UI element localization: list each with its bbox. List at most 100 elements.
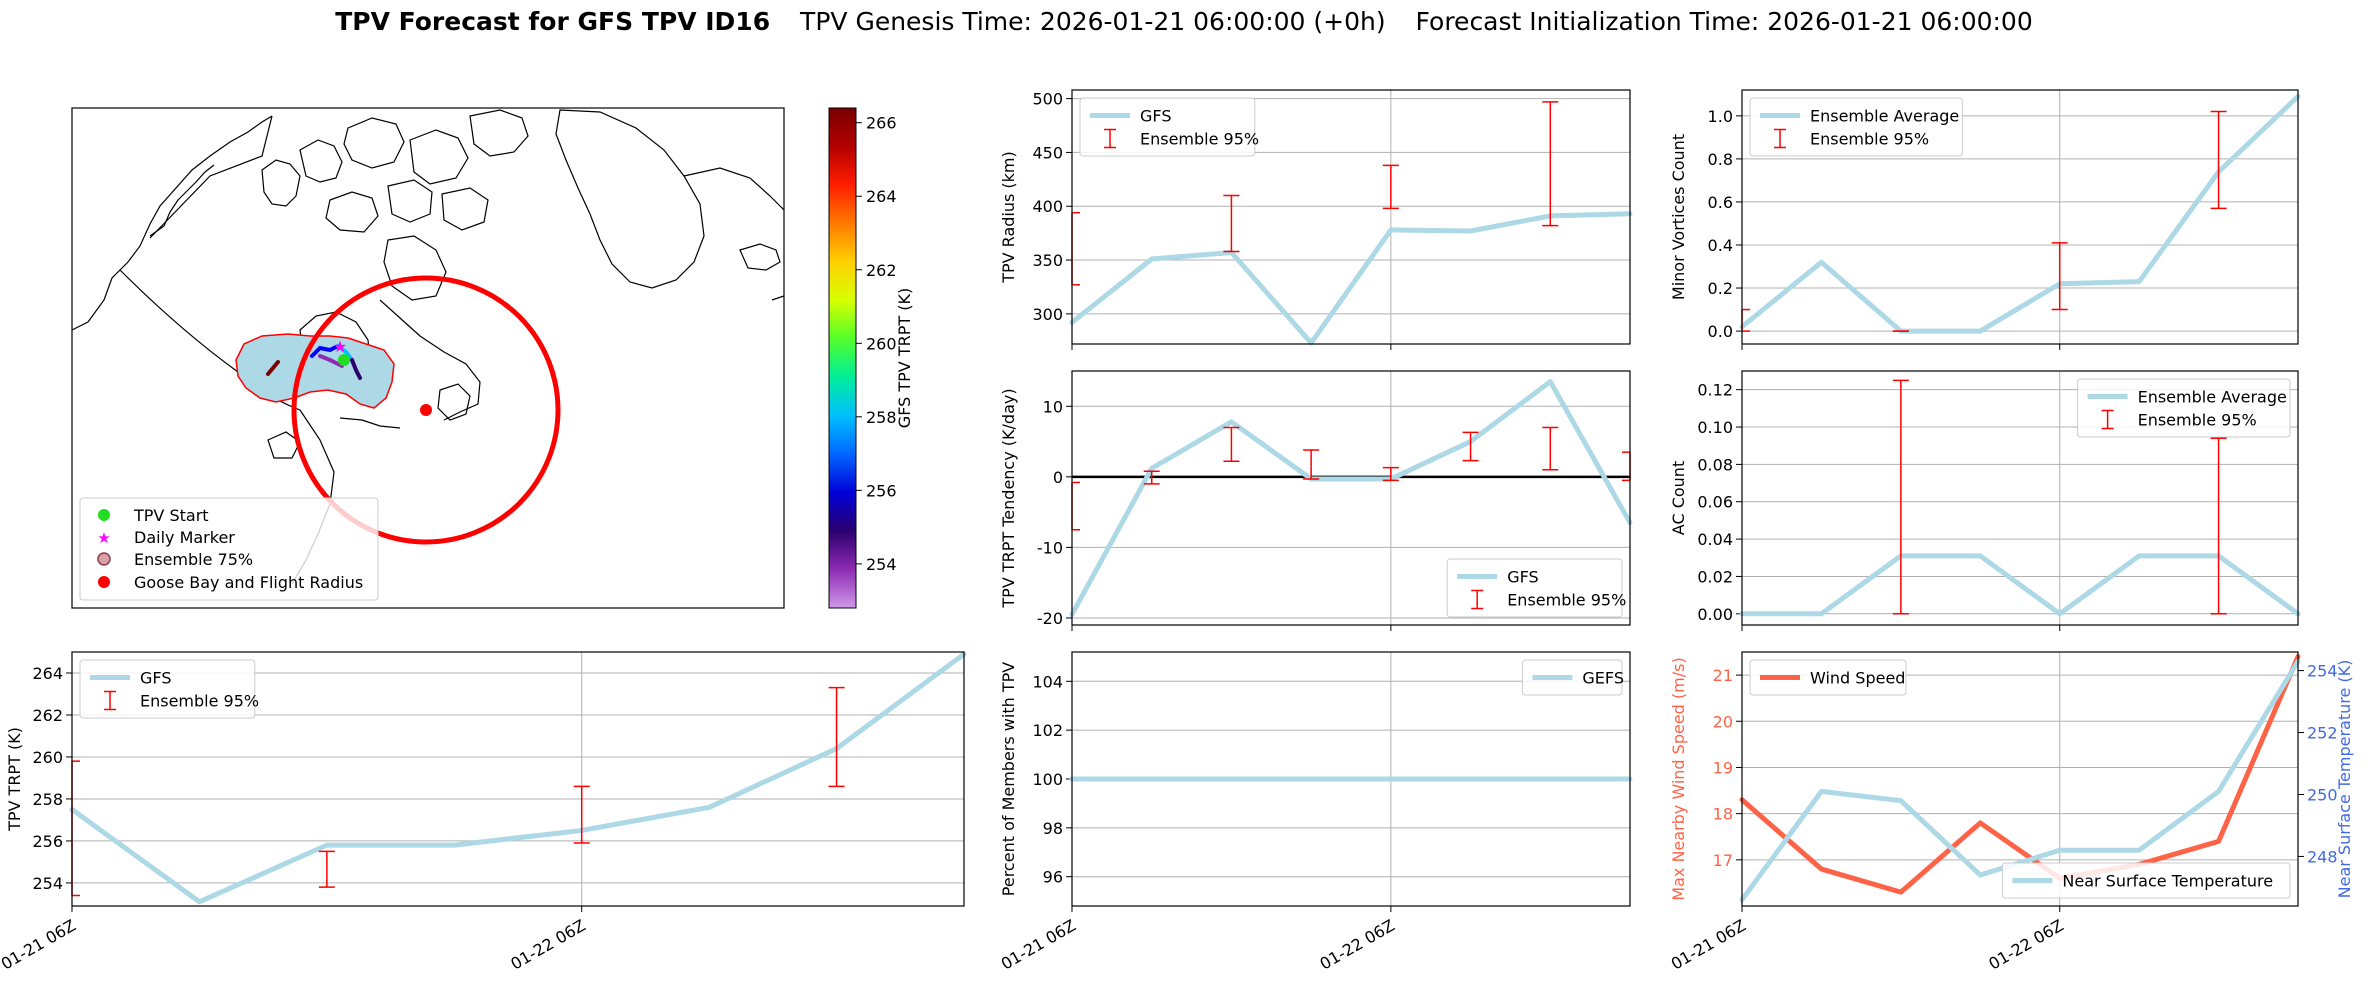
labrador-coast	[379, 299, 481, 421]
figure-title: TPV Forecast for GFS TPV ID16 TPV Genesi…	[335, 7, 2033, 36]
xtick-label: 01-22 06Z	[507, 916, 588, 974]
series-line-gfs	[1069, 211, 1633, 346]
colorbar-tick-label: 266	[866, 114, 897, 133]
colorbar-tick-label: 254	[866, 555, 897, 574]
plot-frame	[71, 651, 965, 907]
legend: Wind Speed	[1749, 659, 1907, 696]
y-axis-label: Percent of Members with TPV	[999, 662, 1018, 896]
title-bold: TPV Forecast for GFS TPV ID16	[335, 7, 770, 36]
legend: Near Surface Temperature	[2001, 862, 2291, 899]
errorbar	[1542, 426, 1559, 471]
errorbar	[1542, 101, 1559, 227]
arctic-islands-8	[441, 187, 489, 231]
ytick-label: 1.0	[1708, 107, 1733, 126]
legend-tpv-start-icon	[98, 509, 110, 521]
ytick-label: 21	[1713, 666, 1733, 685]
colorbar-tick-label: 256	[866, 481, 897, 500]
ytick-label: 500	[1032, 90, 1063, 109]
errorbar	[1462, 431, 1479, 462]
legend: GFS Ensemble 95%	[79, 659, 259, 719]
chart-tendency: -20 -10 0 10 TPV TRPT Tendency (K/day) GFS Ens…	[999, 370, 1633, 631]
y-axis-label: AC Count	[1669, 461, 1688, 535]
ytick-label: 102	[1032, 721, 1063, 740]
tpv-start-marker	[338, 354, 350, 366]
chart-ac: 0.00 0.02 0.04 0.06 0.08 0.10 0.12 AC Count Ense…	[1669, 370, 2301, 631]
colorbar-fill	[828, 107, 857, 609]
legend-label: Ensemble Average	[1810, 107, 1959, 126]
flight-radius-circle	[291, 275, 561, 545]
map-frame	[71, 107, 785, 609]
plot-frame	[1741, 89, 2299, 345]
xtick-label: 01-21 06Z	[1668, 916, 1749, 974]
ytick-label: 0.2	[1708, 279, 1733, 298]
ytick-label: 262	[32, 706, 63, 725]
legend-box	[1079, 97, 1256, 157]
arctic-islands-6	[325, 191, 379, 233]
legend-box	[1749, 97, 1963, 157]
legend-label: Wind Speed	[1810, 669, 1905, 688]
ytick-label: 100	[1032, 770, 1063, 789]
title-init: Forecast Initialization Time: 2026-01-21…	[1416, 7, 2033, 36]
legend-label: Near Surface Temperature	[2062, 872, 2273, 891]
ytick-label: 104	[1032, 672, 1063, 691]
ytick-label: 0.4	[1708, 236, 1733, 255]
goose-bay-marker	[420, 404, 432, 416]
coastline-alaska	[149, 164, 215, 237]
legend-label: GFS	[1140, 107, 1171, 126]
ytick-label: 0	[1053, 468, 1063, 487]
y2tick-label: 254	[2307, 662, 2338, 681]
legend-label: Ensemble 95%	[140, 692, 259, 711]
errorbar	[318, 850, 335, 888]
map-legend-box	[79, 497, 379, 601]
legend-label: GFS	[140, 669, 171, 688]
ytick-label: 19	[1713, 758, 1733, 777]
series-line-wind-speed	[1739, 654, 2301, 895]
legend: GEFS	[1521, 659, 1624, 696]
ytick-label: 258	[32, 790, 63, 809]
legend-label: Ensemble 95%	[2138, 411, 2257, 430]
arctic-islands-7	[387, 179, 433, 223]
ytick-label: -10	[1037, 538, 1063, 557]
tpv-track	[266, 344, 362, 380]
legend-tpv-start-label: TPV Start	[133, 506, 209, 525]
title-genesis: TPV Genesis Time: 2026-01-21 06:00:00 (+…	[799, 7, 1386, 36]
charts: 300 350 400 450 500 TPV Radius (km) GFS Ensembl…	[0, 89, 2354, 974]
errorbar	[1382, 466, 1399, 482]
series-line-ensemble-average	[1739, 553, 2301, 617]
ytick-label: 400	[1032, 197, 1063, 216]
map-legend: TPV Start ★ Daily Marker Ensemble 75% Go…	[79, 497, 379, 601]
ensemble-75-region	[235, 333, 395, 409]
legend: Ensemble Average Ensemble 95%	[1749, 97, 1963, 157]
ytick-label: 0.06	[1697, 493, 1733, 512]
ytick-label: 0.02	[1697, 567, 1733, 586]
errorbar	[573, 785, 590, 844]
errorbar	[1892, 379, 1909, 615]
ytick-label: 10	[1043, 397, 1063, 416]
plot-frame	[1071, 370, 1631, 626]
legend: Ensemble Average Ensemble 95%	[2077, 378, 2291, 438]
plot-frame	[1071, 651, 1631, 907]
y-axis-label: Minor Vortices Count	[1669, 134, 1688, 300]
track-segment	[266, 360, 280, 376]
track-segment	[318, 354, 344, 368]
xtick-label: 01-21 06Z	[998, 916, 1079, 974]
ytick-label: 0.10	[1697, 418, 1733, 437]
dateline	[149, 115, 273, 239]
legend-goose-bay-label: Goose Bay and Flight Radius	[134, 573, 363, 592]
greenland	[555, 109, 705, 289]
y-axis-label: TPV TRPT Tendency (K/day)	[999, 388, 1018, 608]
ytick-label: 300	[1032, 305, 1063, 324]
y-axis-label: TPV TRPT (K)	[5, 727, 24, 832]
chart-percent: 96 98 100 102 104 01-21 06Z 01-22 06Z Percent o…	[998, 651, 1633, 974]
great-lakes	[267, 431, 301, 459]
legend-label: Ensemble 95%	[1810, 130, 1929, 149]
arctic-islands-4	[409, 129, 469, 185]
errorbar	[2051, 242, 2068, 311]
chart-wind: 17 18 19 20 21 01-21 06Z 01-22 06Z 248 250 252 254…	[1668, 651, 2354, 974]
arctic-islands	[261, 159, 301, 207]
plot-frame	[1071, 89, 1631, 345]
legend-daily-marker-icon: ★	[97, 529, 110, 547]
legend-label: Ensemble 95%	[1140, 130, 1259, 149]
errorbar	[2210, 110, 2227, 210]
